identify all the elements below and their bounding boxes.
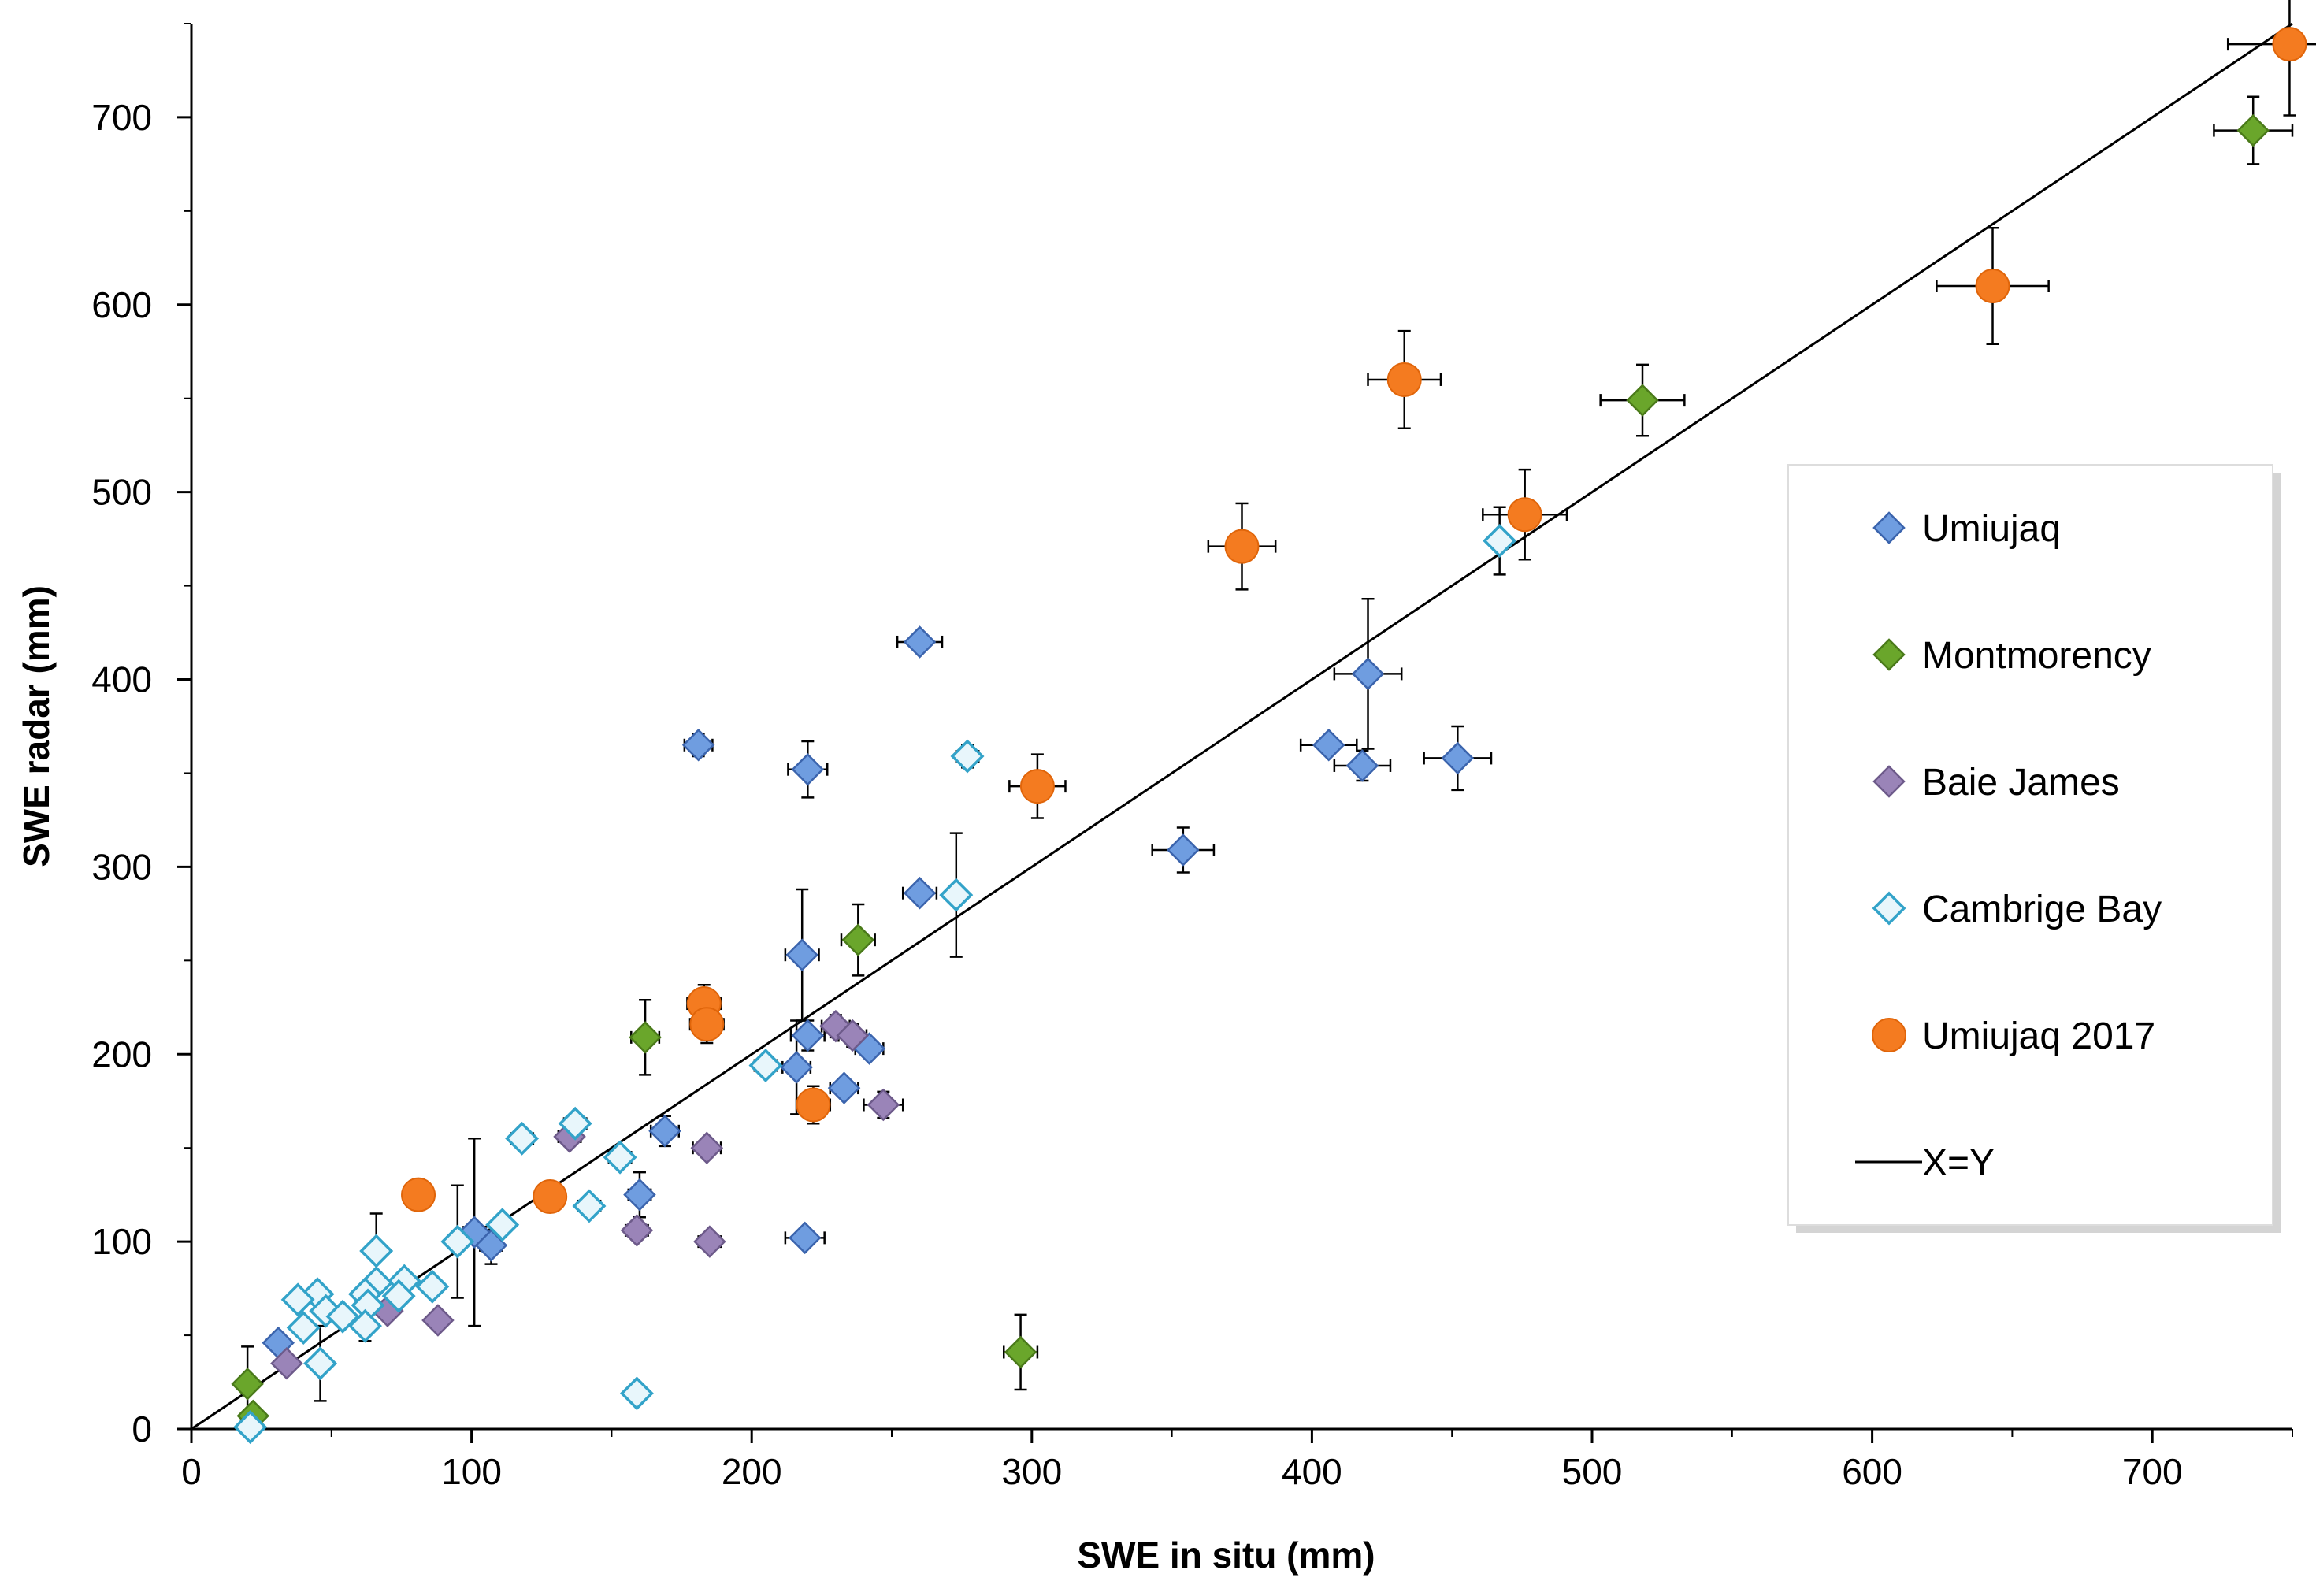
data-point-umiujaq	[827, 1071, 861, 1104]
data-point-baie-james	[867, 1088, 900, 1122]
data-point-umiujaq-2017	[689, 1007, 725, 1042]
data-point-montmorency	[2236, 113, 2270, 147]
data-point-baie-james	[836, 1019, 869, 1052]
legend-label-montmorency: Montmorency	[1922, 635, 2151, 677]
x-tick-label: 500	[1562, 1451, 1623, 1492]
data-point-cambrige-bay	[415, 1269, 450, 1304]
data-point-cambrige-bay	[1483, 524, 1517, 558]
data-point-baie-james	[421, 1304, 455, 1337]
data-point-umiujaq	[623, 1178, 656, 1212]
y-tick-label: 400	[91, 659, 152, 700]
data-point-umiujaq-2017	[2272, 27, 2307, 62]
legend-label-baie-james: Baie James	[1922, 762, 2120, 804]
x-tick-label: 100	[441, 1451, 502, 1492]
legend-label-x-equals-y: X=Y	[1922, 1142, 1995, 1184]
y-tick-label: 0	[132, 1409, 152, 1449]
data-point-baie-james	[693, 1225, 726, 1258]
data-point-cambrige-bay	[381, 1279, 416, 1313]
data-point-cambrige-bay	[603, 1140, 637, 1175]
x-tick-label: 400	[1282, 1451, 1342, 1492]
data-point-montmorency	[231, 1368, 264, 1401]
data-point-umiujaq	[1441, 741, 1475, 775]
x-tick-label: 600	[1842, 1451, 1902, 1492]
y-axis-title: SWE radar (mm)	[16, 585, 57, 867]
data-point-baie-james	[270, 1346, 303, 1380]
y-tick-label: 500	[91, 472, 152, 513]
data-point-umiujaq	[1312, 729, 1345, 762]
data-points-group	[231, 27, 2307, 1445]
data-point-montmorency	[1626, 384, 1659, 417]
data-point-umiujaq	[1167, 833, 1200, 867]
data-point-montmorency	[841, 923, 875, 956]
data-point-cambrige-bay	[505, 1121, 540, 1156]
data-point-umiujaq	[1345, 749, 1379, 782]
legend-label-cambrige-bay: Cambrige Bay	[1922, 889, 2162, 930]
y-tick-label: 300	[91, 846, 152, 887]
data-point-umiujaq	[1351, 657, 1385, 691]
data-point-umiujaq-2017	[1975, 269, 2010, 304]
legend-marker-umiujaq	[1872, 511, 1906, 544]
data-point-baie-james	[620, 1214, 654, 1247]
legend-marker-baie-james	[1872, 765, 1906, 798]
data-point-cambrige-bay	[303, 1346, 338, 1381]
data-point-cambrige-bay	[485, 1208, 520, 1242]
data-point-umiujaq	[648, 1115, 681, 1148]
data-point-umiujaq	[903, 876, 937, 910]
data-point-cambrige-bay	[619, 1376, 654, 1411]
data-point-cambrige-bay	[440, 1224, 475, 1259]
data-point-umiujaq	[785, 938, 818, 971]
data-point-umiujaq	[681, 729, 715, 762]
data-point-cambrige-bay	[286, 1311, 321, 1345]
data-point-baie-james	[690, 1131, 724, 1164]
x-tick-label: 0	[181, 1451, 202, 1492]
data-point-umiujaq-2017	[533, 1179, 568, 1215]
x-tick-label: 700	[2122, 1451, 2183, 1492]
data-point-cambrige-bay	[572, 1189, 607, 1223]
data-point-cambrige-bay	[748, 1049, 783, 1083]
y-tick-label: 100	[91, 1221, 152, 1262]
axes-group: 0 100 200 300 400 500 600 700 0 100 200 300 400 500 60…	[91, 23, 2293, 1492]
data-point-umiujaq-2017	[401, 1177, 436, 1212]
data-point-umiujaq-2017	[796, 1087, 831, 1123]
data-point-cambrige-bay	[950, 739, 985, 774]
data-point-cambrige-bay	[233, 1410, 268, 1445]
data-point-umiujaq-2017	[1507, 497, 1542, 533]
legend-label-umiujaq: Umiujaq	[1922, 508, 2061, 550]
legend-marker-montmorency	[1872, 638, 1906, 671]
data-point-cambrige-bay	[558, 1106, 592, 1141]
data-point-cambrige-bay	[359, 1234, 394, 1268]
data-point-montmorency	[1004, 1335, 1037, 1369]
y-tick-label: 700	[91, 97, 152, 138]
y-tick-label: 600	[91, 284, 152, 325]
data-point-umiujaq	[903, 625, 937, 659]
data-point-umiujaq	[791, 1019, 825, 1052]
data-point-cambrige-bay	[347, 1308, 382, 1343]
y-tick-label: 200	[91, 1034, 152, 1075]
x-axis-title: SWE in situ (mm)	[1077, 1535, 1375, 1576]
legend-marker-umiujaq-2017	[1872, 1018, 1906, 1052]
legend-label-umiujaq-2017: Umiujaq 2017	[1922, 1015, 2155, 1057]
legend-marker-cambrige-bay	[1872, 891, 1906, 926]
data-point-montmorency	[629, 1021, 662, 1054]
data-point-umiujaq-2017	[1386, 362, 1422, 397]
data-point-umiujaq-2017	[1224, 529, 1260, 564]
data-point-umiujaq-2017	[1019, 769, 1055, 804]
data-point-umiujaq	[788, 1221, 822, 1255]
data-point-umiujaq	[780, 1051, 813, 1084]
data-point-cambrige-bay	[280, 1282, 315, 1317]
legend-box	[1787, 464, 2273, 1226]
x-tick-label: 200	[722, 1451, 782, 1492]
x-tick-label: 300	[1001, 1451, 1062, 1492]
legend: Umiujaq Montmorency Baie James Cambrige Bay…	[1787, 464, 2281, 1233]
data-point-umiujaq	[791, 752, 825, 786]
data-point-cambrige-bay	[939, 878, 974, 912]
